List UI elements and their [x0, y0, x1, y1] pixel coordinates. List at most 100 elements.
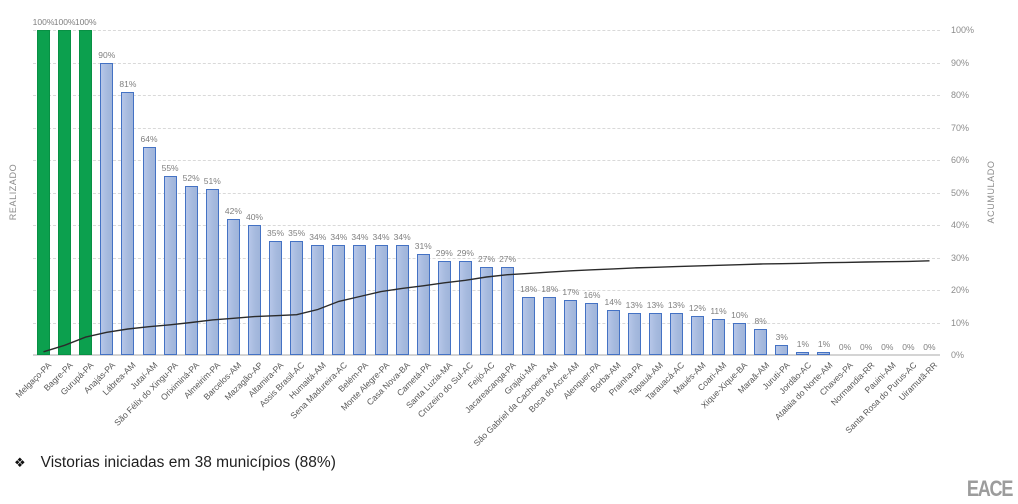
right-axis-tick-label: 0% — [951, 350, 965, 360]
bar-value-label: 0% — [838, 342, 852, 352]
bar — [480, 267, 493, 355]
bar-value-label: 52% — [182, 173, 200, 183]
right-axis-tick-label: 10% — [951, 317, 970, 328]
bar — [290, 241, 304, 355]
bar — [416, 254, 430, 355]
bar-value-label: 35% — [267, 228, 285, 239]
bar — [395, 244, 409, 355]
bar — [79, 30, 93, 355]
bar-value-label: 31% — [414, 241, 432, 252]
bar-value-label: 29% — [456, 247, 474, 258]
bar-value-label: 3% — [775, 332, 788, 343]
bar — [100, 62, 114, 355]
bar — [374, 244, 388, 355]
bar-value-label: 55% — [161, 163, 179, 174]
gridline — [33, 127, 940, 129]
bar — [269, 241, 283, 355]
bar-value-label: 100% — [53, 17, 76, 27]
bar — [353, 244, 367, 355]
bar — [437, 260, 451, 355]
bar-value-label: 18% — [541, 283, 559, 294]
bar-value-label: 0% — [881, 342, 894, 352]
right-axis-tick-label: 100% — [951, 25, 975, 35]
bar-value-label: 34% — [351, 231, 369, 242]
bar-value-label: 1% — [796, 338, 810, 349]
bar — [37, 30, 51, 355]
bar — [247, 225, 261, 355]
gridline — [33, 30, 940, 31]
bar-value-label: 34% — [330, 231, 348, 242]
bar — [712, 319, 726, 355]
bar-value-label: 51% — [203, 176, 221, 187]
right-axis-tick-label: 20% — [951, 285, 970, 295]
cumulative-line — [43, 260, 930, 353]
bar-value-label: 13% — [646, 299, 664, 310]
bar-value-label: 18% — [520, 283, 538, 294]
bar — [817, 351, 831, 355]
bar — [669, 312, 683, 355]
bar-value-label: 17% — [562, 286, 580, 297]
bar-value-label: 0% — [923, 342, 936, 352]
gridline — [33, 62, 940, 64]
left-axis-title: REALIZADO — [8, 163, 18, 221]
cumulative-line-path — [43, 260, 930, 353]
right-axis-tick-label: 90% — [951, 57, 970, 68]
bar-value-label: 0% — [860, 342, 873, 352]
plot-area — [33, 30, 940, 356]
bar — [311, 244, 325, 355]
bar-value-label: 13% — [667, 299, 685, 310]
gridline — [33, 160, 940, 161]
bar — [58, 30, 72, 355]
right-axis-tick-label: 60% — [951, 155, 970, 165]
right-axis-tick-label: 40% — [951, 220, 970, 230]
bar — [754, 329, 768, 355]
bar-value-label: 81% — [119, 78, 137, 89]
bar — [543, 296, 557, 355]
bar — [627, 312, 641, 355]
bar-value-label: 1% — [817, 338, 831, 349]
bar-value-label: 100% — [32, 17, 55, 27]
right-axis-tick-label: 70% — [951, 122, 970, 133]
bar — [458, 260, 472, 355]
bar — [205, 189, 219, 355]
bar — [690, 316, 704, 355]
bar-value-label: 34% — [393, 231, 411, 242]
bar — [226, 218, 240, 355]
bar-value-label: 42% — [224, 205, 242, 216]
bar-value-label: 10% — [731, 309, 749, 320]
bar-value-label: 13% — [625, 299, 643, 310]
bar-value-label: 16% — [583, 290, 601, 300]
bar-value-label: 27% — [499, 254, 517, 265]
bar — [733, 322, 747, 355]
bar — [522, 296, 536, 355]
right-axis-tick-label: 30% — [951, 252, 970, 263]
bar-value-label: 34% — [372, 231, 390, 242]
bar-value-label: 0% — [902, 342, 915, 352]
bar-value-label: 100% — [74, 17, 97, 27]
bar — [184, 186, 198, 355]
bar-value-label: 64% — [140, 134, 158, 144]
bar-value-label: 14% — [604, 296, 622, 307]
bar-value-label: 27% — [477, 254, 496, 265]
eace-logo: EACE — [966, 476, 1013, 501]
bar-value-label: 34% — [309, 231, 327, 242]
footer-note-text: Vistorias iniciadas em 38 municípios (88… — [40, 454, 336, 471]
gridline — [33, 257, 940, 259]
right-axis-title: ACUMULADO — [986, 160, 996, 224]
bar-value-label: 35% — [288, 228, 306, 239]
diamond-bullet-icon: ❖ — [14, 455, 26, 470]
bar — [564, 299, 578, 355]
right-axis-tick-label: 50% — [951, 187, 970, 198]
bar-value-label: 90% — [98, 49, 116, 60]
gridline — [33, 95, 940, 96]
bar-value-label: 12% — [688, 303, 706, 313]
x-axis-line — [33, 354, 940, 356]
bar — [142, 147, 156, 355]
footer-note: ❖ Vistorias iniciadas em 38 municípios (… — [14, 454, 336, 472]
bar-value-label: 11% — [710, 306, 727, 317]
bar-value-label: 8% — [754, 316, 767, 326]
bar — [648, 312, 662, 355]
bar-value-label: 29% — [435, 247, 453, 258]
right-axis-tick-label: 80% — [951, 90, 970, 100]
